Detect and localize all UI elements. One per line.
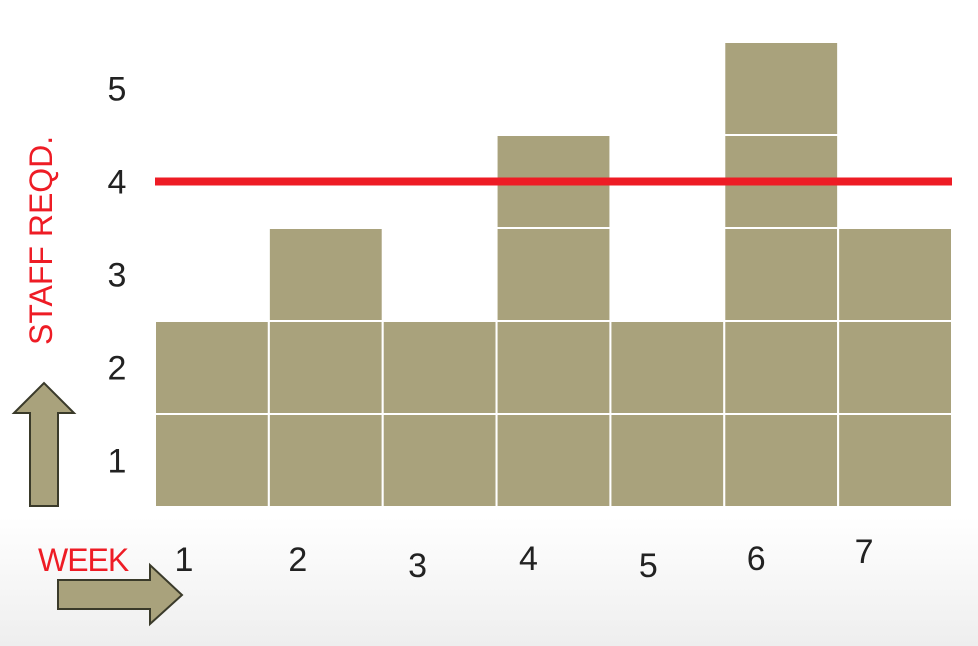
- bar-block-week-5-unit-2: [609, 320, 726, 415]
- bar-block-week-4-unit-3: [495, 227, 612, 322]
- bar-block-week-7-unit-3: [837, 227, 954, 322]
- x-tick-6: 6: [747, 540, 766, 578]
- x-tick-4: 4: [519, 540, 538, 578]
- bar-block-week-3-unit-1: [381, 413, 498, 508]
- right-arrow-icon: [57, 562, 184, 627]
- y-tick-2: 2: [108, 350, 127, 388]
- bar-block-week-4-unit-2: [495, 320, 612, 415]
- bar-block-week-6-unit-1: [723, 413, 840, 508]
- bar-block-week-1-unit-2: [154, 320, 270, 415]
- bar-block-week-5-unit-1: [609, 413, 726, 508]
- x-axis-title: WEEK: [38, 542, 129, 578]
- bar-block-week-2-unit-1: [267, 413, 384, 508]
- bar-block-week-2-unit-3: [267, 227, 384, 322]
- bar-block-week-6-unit-5: [723, 41, 840, 136]
- x-axis-ticks: 1 2 3 4 5 6 7: [174, 533, 873, 585]
- x-tick-3: 3: [408, 547, 427, 585]
- y-tick-5: 5: [108, 71, 127, 109]
- y-tick-1: 1: [108, 443, 127, 481]
- bar-block-week-2-unit-2: [267, 320, 384, 415]
- bar-block-week-4-unit-1: [495, 413, 612, 508]
- bar-block-week-7-unit-1: [837, 413, 954, 508]
- bar-block-week-6-unit-2: [723, 320, 840, 415]
- bar-block-week-1-unit-1: [154, 413, 270, 508]
- bar-blocks: [154, 41, 954, 508]
- x-tick-2: 2: [288, 541, 307, 579]
- y-tick-4: 4: [108, 164, 127, 202]
- bar-block-week-6-unit-3: [723, 227, 840, 322]
- bar-block-week-3-unit-2: [381, 320, 498, 415]
- y-axis-title: STAFF REQD.: [23, 136, 59, 345]
- x-tick-5: 5: [639, 547, 658, 585]
- y-tick-3: 3: [108, 257, 127, 295]
- x-tick-1: 1: [174, 541, 193, 579]
- bar-block-week-7-unit-2: [837, 320, 954, 415]
- up-arrow-icon: [11, 381, 77, 507]
- y-axis-ticks: 1 2 3 4 5: [108, 71, 127, 481]
- x-tick-7: 7: [855, 533, 874, 571]
